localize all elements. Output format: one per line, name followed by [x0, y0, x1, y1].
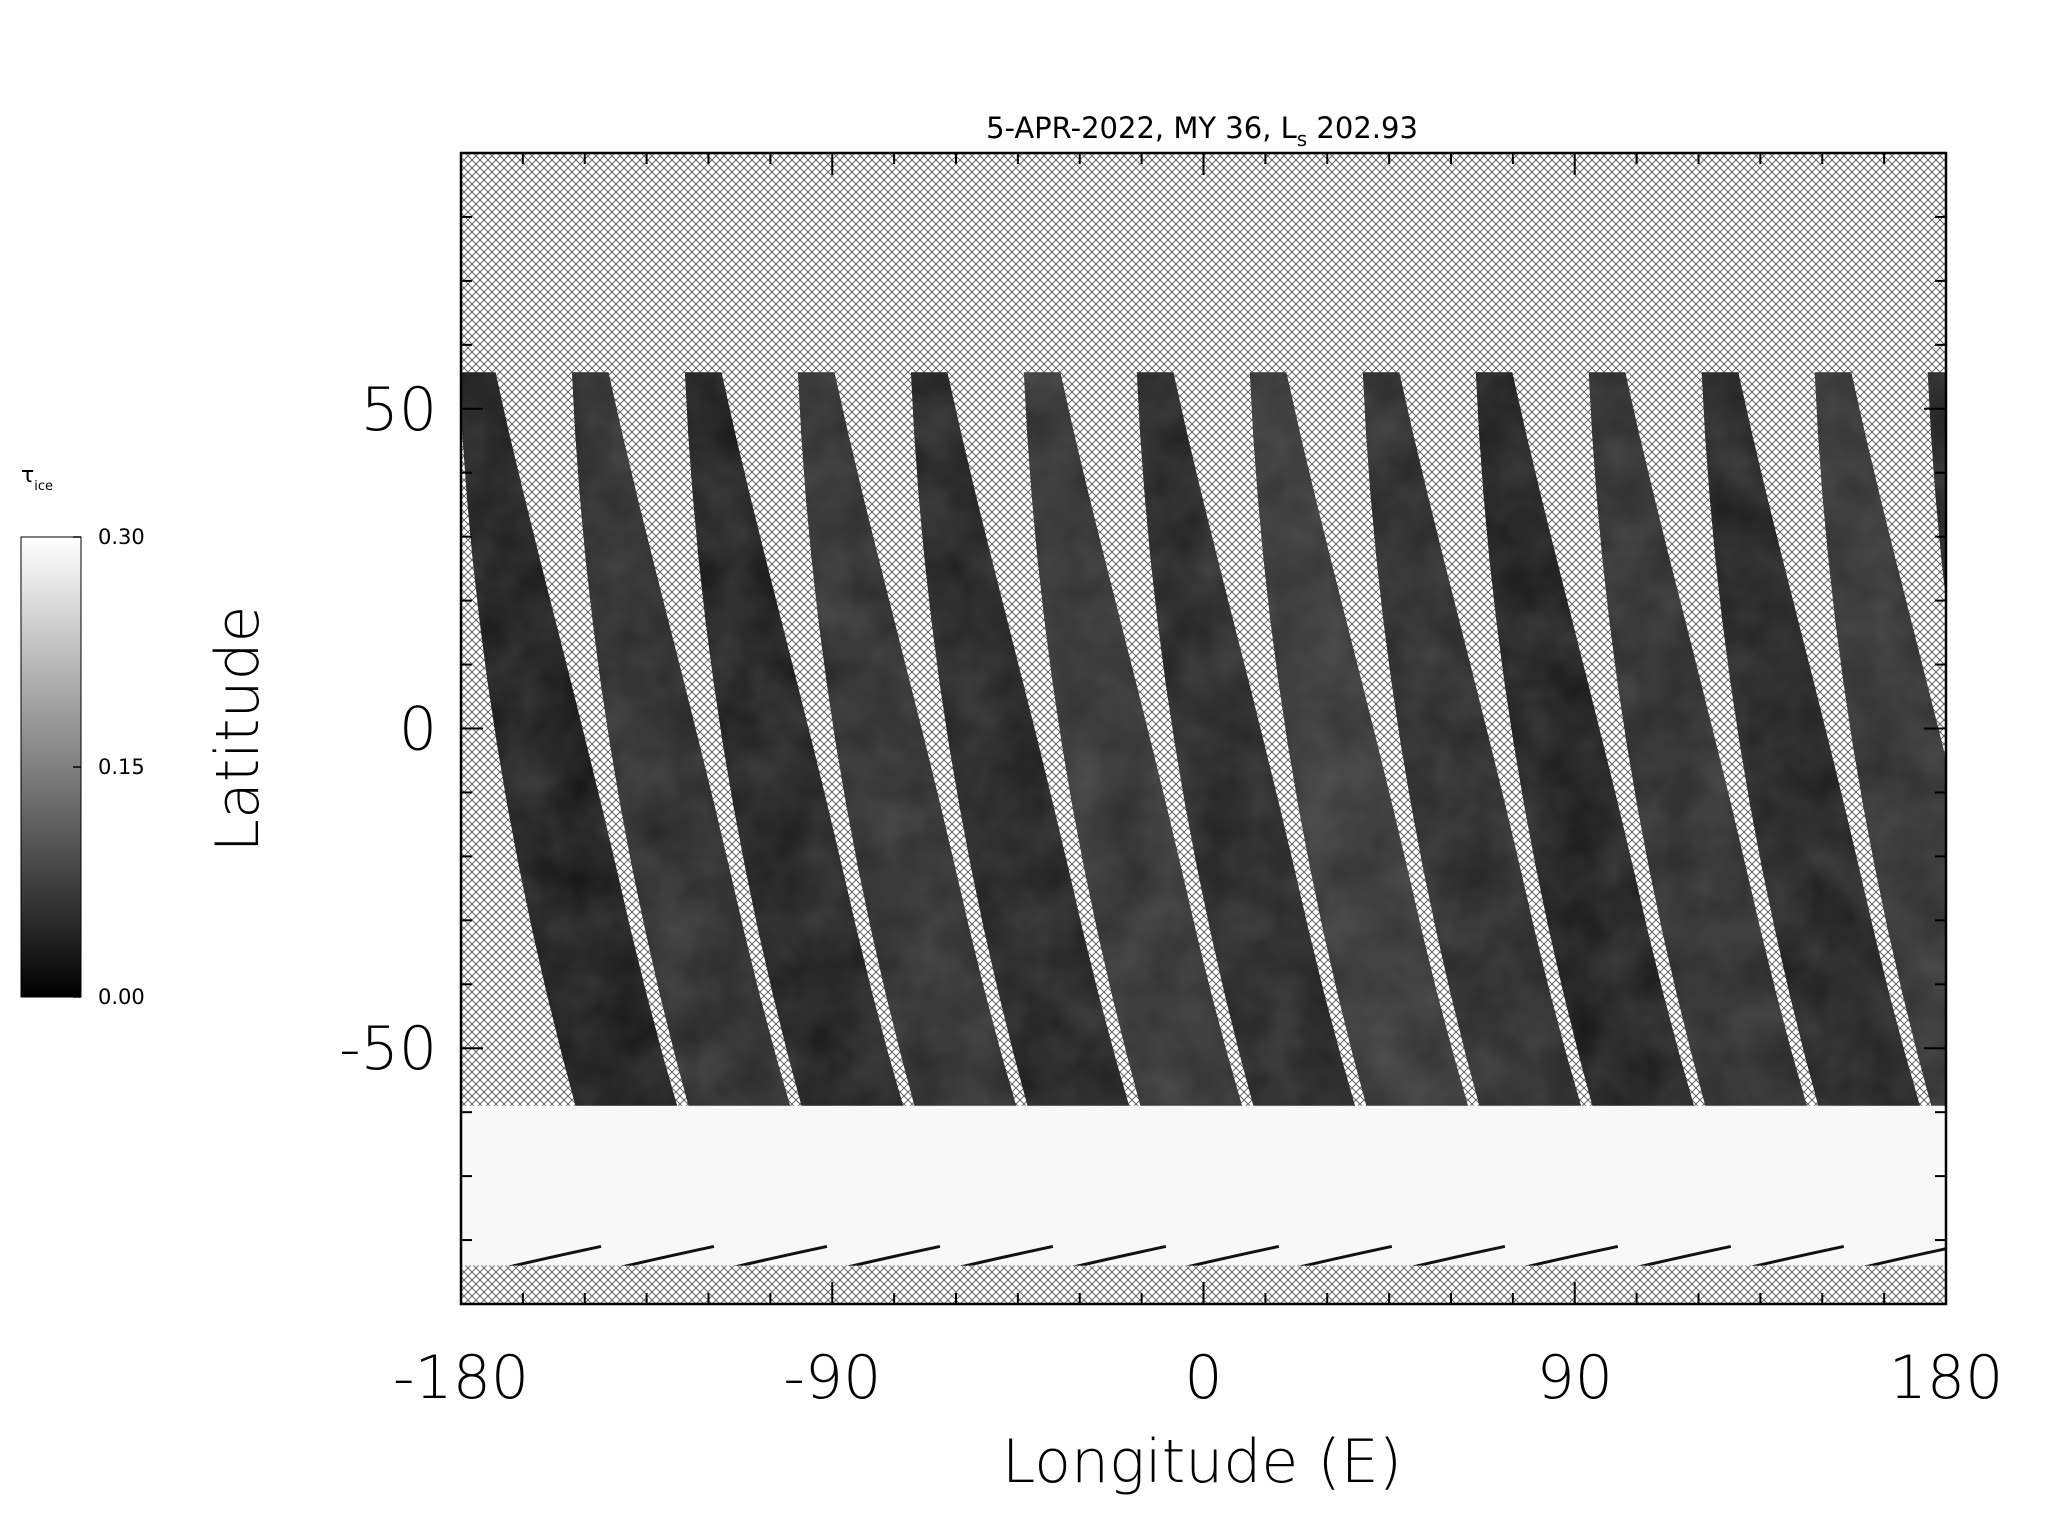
- swath-texture: [1136, 372, 1359, 1117]
- swath-texture: [1927, 372, 1946, 601]
- swath-texture: [1814, 372, 1946, 1117]
- colorbar-label: τice: [21, 463, 53, 494]
- swath-texture: [1362, 372, 1585, 1117]
- x-tick-label: -90: [783, 1343, 881, 1413]
- x-tick-label: -180: [393, 1343, 529, 1413]
- swath-texture: [1475, 372, 1698, 1117]
- x-axis-label: Longitude (E): [1002, 1427, 1402, 1497]
- swath-texture: [1023, 372, 1246, 1117]
- x-tick-label: 180: [1889, 1343, 2004, 1413]
- chart-title: 5-APR-2022, MY 36, Ls 202.93: [986, 111, 1418, 151]
- swath-texture: [684, 372, 907, 1117]
- colorbar-tick-label: 0.15: [98, 755, 145, 779]
- swath-texture: [1701, 372, 1924, 1117]
- colorbar-tick-label: 0.30: [98, 525, 145, 549]
- colorbar-label-subscript: ice: [34, 479, 53, 494]
- x-tick-label: 0: [1184, 1343, 1222, 1413]
- title-subscript: s: [1297, 127, 1307, 151]
- swath-texture: [571, 372, 794, 1117]
- title-end: 202.93: [1307, 111, 1418, 145]
- swath-texture: [1249, 372, 1472, 1117]
- swath-texture: [910, 372, 1133, 1117]
- y-tick-label: 0: [399, 695, 437, 765]
- y-axis-label: Latitude: [203, 606, 273, 853]
- swath-texture: [1588, 372, 1811, 1117]
- swath-texture: [797, 372, 1020, 1117]
- colorbar-tick-label: 0.00: [98, 985, 145, 1009]
- y-tick-label: 50: [361, 375, 437, 445]
- title-main: 5-APR-2022, MY 36, L: [986, 111, 1297, 145]
- x-tick-label: 90: [1537, 1343, 1613, 1413]
- swath-texture: [461, 372, 681, 1117]
- y-tick-label: -50: [339, 1014, 437, 1084]
- colorbar-label-main: τ: [21, 463, 34, 488]
- swaths: [461, 372, 2048, 1304]
- colorbar: [20, 536, 82, 998]
- polar-arc: [1970, 1246, 2048, 1268]
- polar-cap: [461, 1105, 1946, 1266]
